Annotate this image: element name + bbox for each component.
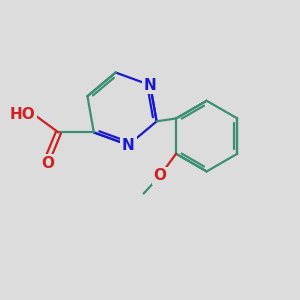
Text: O: O [42, 156, 55, 171]
Text: N: N [144, 78, 157, 93]
Text: HO: HO [9, 107, 35, 122]
Text: O: O [153, 168, 167, 183]
Text: N: N [122, 137, 135, 152]
